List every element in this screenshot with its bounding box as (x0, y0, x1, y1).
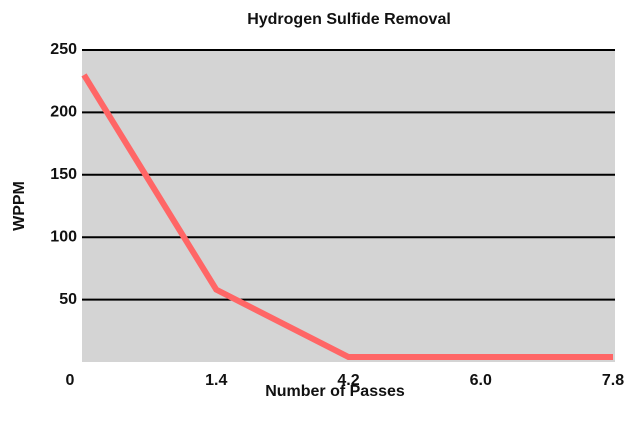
y-tick-label: 100 (50, 228, 77, 245)
y-tick-label: 50 (59, 291, 77, 308)
y-tick-label: 200 (50, 104, 77, 121)
y-tick-label: 150 (50, 166, 77, 183)
x-tick-label: 0 (66, 372, 75, 389)
x-tick-label: 6.0 (470, 372, 492, 389)
y-axis-label: WPPM (11, 181, 28, 231)
plot-area (82, 50, 615, 362)
x-axis-label: Number of Passes (265, 383, 405, 400)
chart-title: Hydrogen Sulfide Removal (247, 11, 451, 28)
x-tick-label: 1.4 (205, 372, 227, 389)
x-tick-label: 4.2 (337, 372, 359, 389)
x-tick-label: 7.8 (602, 372, 624, 389)
data-line (81, 73, 613, 361)
y-tick-label: 250 (50, 41, 77, 58)
